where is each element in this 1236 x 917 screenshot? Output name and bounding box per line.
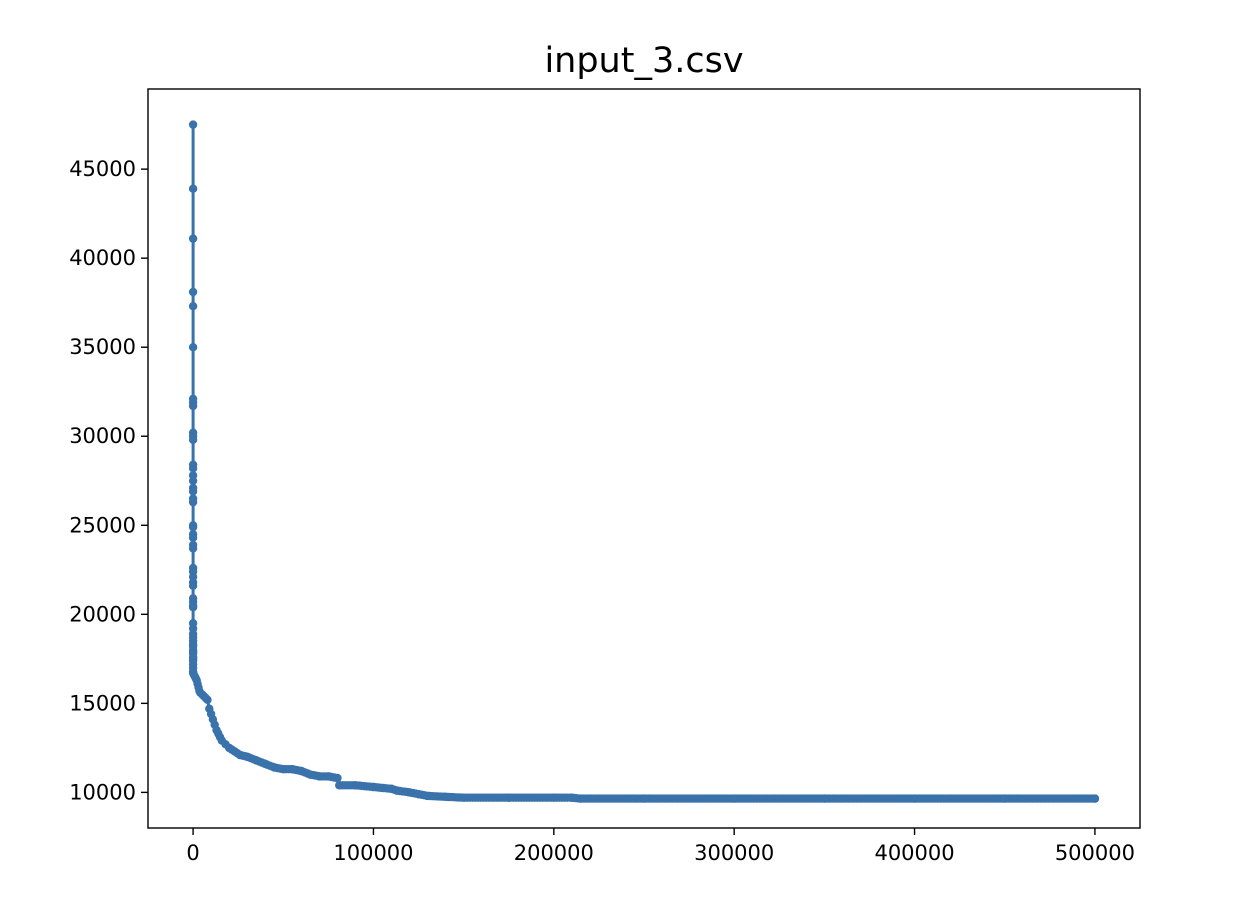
- data-point: [261, 759, 270, 769]
- data-point: [459, 793, 468, 802]
- data-point: [820, 794, 829, 803]
- data-point: [441, 792, 450, 801]
- data-point: [1090, 794, 1100, 803]
- y-tick-label: 45000: [69, 157, 136, 181]
- data-point: [235, 750, 245, 760]
- x-tick-label: 300000: [694, 841, 774, 865]
- data-point: [188, 287, 198, 297]
- data-point: [730, 794, 739, 803]
- y-tick-label: 30000: [69, 424, 136, 448]
- data-point: [333, 773, 342, 783]
- data-point: [369, 782, 378, 792]
- data-point: [297, 766, 306, 776]
- y-axis-ticks: 10000 15000 20000 25000 30000 35000 40000 45000: [69, 157, 148, 804]
- data-point: [279, 765, 288, 774]
- data-point: [188, 184, 198, 193]
- y-tick-label: 25000: [69, 513, 136, 537]
- data-point: [188, 343, 198, 352]
- data-point: [188, 581, 198, 590]
- data-point: [639, 794, 649, 803]
- data-point: [188, 302, 198, 311]
- data-point: [576, 794, 586, 803]
- y-tick-label: 15000: [69, 691, 136, 715]
- plot-frame: [147, 88, 1141, 829]
- data-point: [188, 533, 198, 542]
- data-point: [188, 544, 198, 553]
- data-point: [504, 793, 513, 802]
- data-point: [188, 120, 198, 129]
- data-point: [188, 234, 198, 243]
- data-point: [203, 695, 212, 704]
- data-point: [188, 464, 198, 473]
- data-point: [252, 756, 261, 765]
- data-point: [351, 781, 360, 790]
- data-point: [188, 476, 198, 485]
- chart-title: input_3.csv: [544, 41, 743, 81]
- data-point: [405, 788, 414, 797]
- data-point: [306, 770, 315, 779]
- data-point: [423, 791, 432, 801]
- data-point: [243, 752, 252, 761]
- data-point: [392, 786, 402, 795]
- data-point: [270, 763, 279, 772]
- data-point: [188, 401, 198, 411]
- x-tick-label: 0: [186, 841, 199, 865]
- data-point: [188, 522, 198, 532]
- data-point: [324, 772, 333, 781]
- x-axis-ticks: 0 100000 200000 300000 400000 500000: [186, 828, 1135, 865]
- data-point: [188, 487, 198, 496]
- data-point: [335, 781, 344, 790]
- x-tick-label: 200000: [514, 841, 594, 865]
- data-point: [288, 765, 297, 774]
- data-point: [414, 790, 423, 799]
- x-tick-label: 500000: [1055, 841, 1135, 865]
- y-tick-label: 10000: [69, 780, 136, 804]
- y-tick-label: 20000: [69, 602, 136, 626]
- data-point: [188, 603, 198, 612]
- x-tick-label: 100000: [333, 841, 413, 865]
- data-point: [315, 772, 324, 781]
- series-layer: [188, 120, 1100, 803]
- data-point: [188, 497, 198, 507]
- x-tick-label: 400000: [874, 841, 954, 865]
- y-tick-label: 40000: [69, 246, 136, 270]
- data-point: [188, 435, 198, 444]
- data-point: [1000, 794, 1009, 803]
- data-point: [910, 794, 919, 803]
- y-tick-label: 35000: [69, 335, 136, 359]
- data-point: [549, 793, 558, 802]
- data-point: [567, 793, 577, 802]
